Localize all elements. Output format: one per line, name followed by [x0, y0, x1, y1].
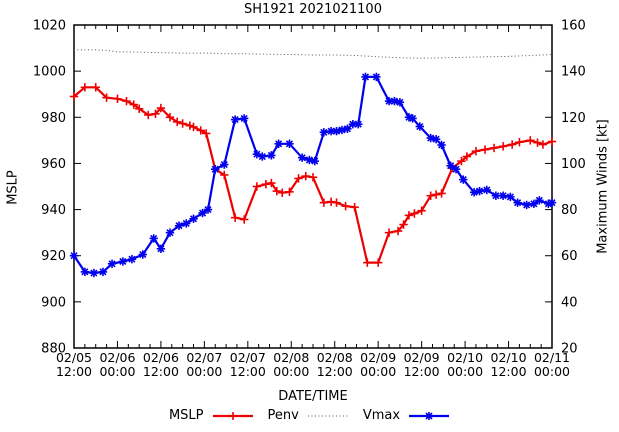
- legend-item-mslp: MSLP: [169, 408, 254, 423]
- chart-title: SH1921 2021021100: [244, 2, 382, 17]
- svg-text:40: 40: [561, 295, 578, 310]
- svg-text:1000: 1000: [33, 65, 66, 80]
- x-ticks: [73, 25, 553, 348]
- legend-sample-mslp: [212, 411, 253, 420]
- legend-sample-vmax: [409, 411, 450, 420]
- svg-text:980: 980: [41, 111, 66, 126]
- svg-text:940: 940: [41, 203, 66, 218]
- svg-text:60: 60: [561, 249, 578, 264]
- y-left-tick-labels: 880 900 920 940 960 980 1000 1020: [33, 19, 66, 357]
- y-ticks: [74, 24, 552, 349]
- y-axis-label-right: Maximum Winds [kt]: [595, 119, 611, 254]
- svg-text:20: 20: [561, 342, 578, 357]
- svg-text:120: 120: [561, 111, 586, 126]
- legend-sample-penv: [307, 415, 348, 416]
- legend-label: Penv: [267, 408, 299, 423]
- svg-text:140: 140: [561, 65, 586, 80]
- legend-item-vmax: Vmax: [363, 408, 450, 423]
- series-mslp: [69, 83, 557, 267]
- svg-text:900: 900: [41, 295, 66, 310]
- svg-text:960: 960: [41, 157, 66, 172]
- svg-text:02/1100:00: 02/11 00:00: [534, 350, 570, 379]
- svg-text:80: 80: [561, 203, 578, 218]
- x-axis-label: DATE/TIME: [278, 389, 348, 404]
- legend-label: Vmax: [362, 408, 401, 423]
- svg-text:1020: 1020: [33, 19, 66, 34]
- legend-label: MSLP: [168, 408, 204, 423]
- series-vmax: [69, 72, 557, 278]
- legend-item-penv: Penv: [268, 408, 349, 423]
- plot-border: [73, 24, 553, 349]
- svg-text:880: 880: [41, 342, 66, 357]
- svg-text:920: 920: [41, 249, 66, 264]
- svg-text:160: 160: [561, 19, 586, 34]
- y-right-tick-labels: 20 40 60 80 100 120 140 160: [561, 19, 586, 357]
- svg-text:02/1000:00: 02/10 00:00: [447, 350, 483, 379]
- y-axis-label-left: MSLP: [5, 170, 21, 205]
- svg-text:100: 100: [561, 157, 586, 172]
- legend: MSLP Penv Vmax: [0, 408, 619, 423]
- series-penv: [74, 49, 553, 59]
